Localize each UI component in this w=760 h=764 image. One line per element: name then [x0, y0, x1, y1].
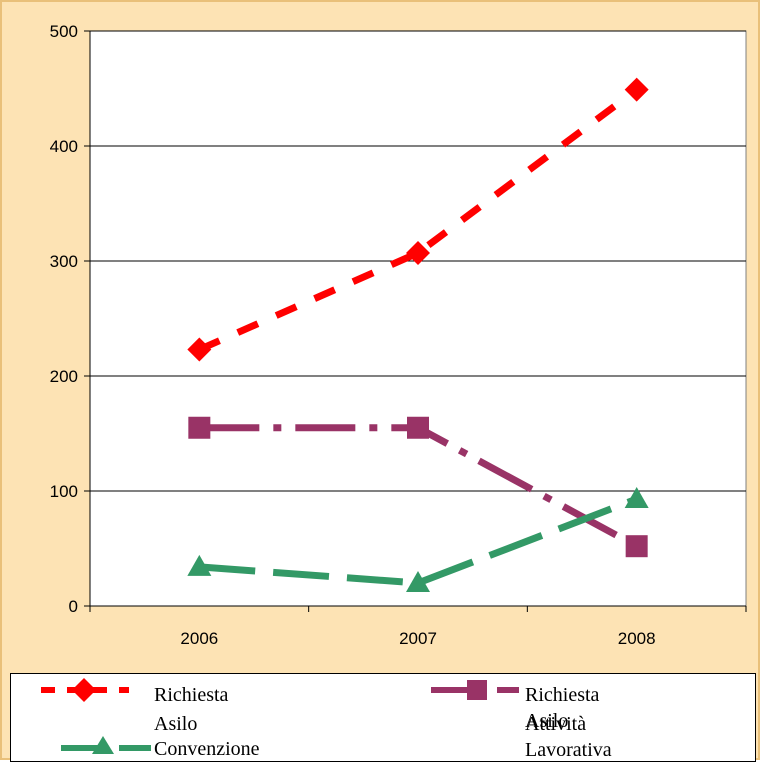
- y-tick-label: 400: [50, 137, 78, 156]
- legend-label-richiesta: Richiesta: [154, 684, 229, 706]
- legend-label-asilo: Asilo: [154, 713, 198, 735]
- data-point-square: [407, 416, 429, 439]
- legend-label-attivita-lavorativa: Attività Lavorativa: [525, 713, 612, 761]
- x-tick-label: 2007: [399, 629, 437, 648]
- legend-swatch-convenzione: [61, 736, 151, 754]
- series-0: [187, 77, 649, 362]
- series-line: [197, 86, 639, 353]
- series-line: [199, 495, 638, 587]
- x-tick-label: 2006: [180, 629, 218, 648]
- data-point-triangle: [624, 487, 649, 509]
- series-1: [188, 416, 648, 558]
- series-layer: [187, 77, 649, 592]
- y-tick-label: 100: [50, 482, 78, 501]
- legend-swatch-richiesta-asilo-attivita: [431, 680, 519, 700]
- series-2: [187, 487, 649, 592]
- data-point-triangle: [187, 554, 212, 576]
- data-point-diamond: [187, 337, 212, 362]
- data-point-diamond: [406, 240, 430, 265]
- legend-label-richiesta-asilo: Richiesta Asilo: [525, 684, 600, 732]
- x-tick-label: 2008: [618, 629, 656, 648]
- data-point-square: [625, 535, 648, 558]
- y-tick-label: 300: [50, 252, 78, 271]
- y-tick-label: 500: [50, 22, 78, 41]
- legend-label-convenzione: Convenzione: [154, 738, 260, 760]
- y-tick-label: 0: [69, 597, 78, 616]
- axes: 0 100 200 300 400 500 2006 2007 2008: [50, 22, 747, 648]
- legend: Richiesta Asilo Richiesta Asilo Attività…: [10, 673, 756, 762]
- data-point-square: [188, 416, 211, 439]
- data-point-triangle: [406, 571, 430, 592]
- y-tick-label: 200: [50, 367, 78, 386]
- plot-area: [89, 30, 747, 607]
- legend-swatch-richiesta-asilo: [41, 678, 129, 702]
- data-point-diamond: [624, 77, 649, 102]
